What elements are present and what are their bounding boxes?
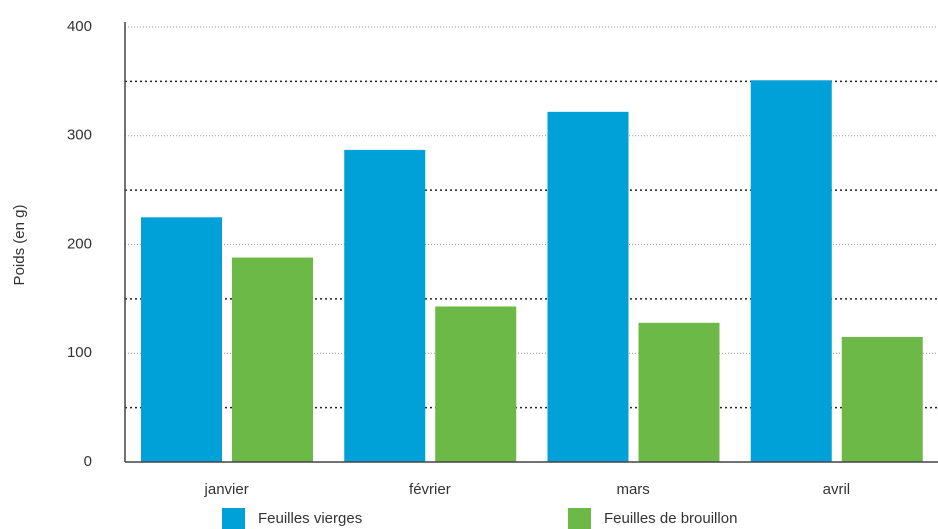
bar [344,149,426,462]
legend-label: Feuilles de brouillon [604,510,737,527]
y-tick-label: 400 [67,18,92,35]
y-axis-label: Poids (en g) [11,205,28,286]
y-tick-label: 300 [67,127,92,144]
bar [232,257,313,462]
y-tick-label: 100 [67,344,92,361]
bar [750,80,832,462]
legend-swatch [222,508,245,529]
x-tick-label: mars [616,481,649,498]
x-tick-label: avril [823,481,851,498]
legend-swatch [568,508,591,529]
bar [435,306,517,462]
y-tick-label: 200 [67,235,92,252]
legend-label: Feuilles vierges [258,510,362,527]
bar [547,111,629,462]
bar [638,322,720,462]
bar [841,336,923,462]
x-tick-label: janvier [204,481,249,498]
x-tick-label: février [409,481,451,498]
y-tick-label: 0 [84,453,92,470]
bar [141,217,222,462]
